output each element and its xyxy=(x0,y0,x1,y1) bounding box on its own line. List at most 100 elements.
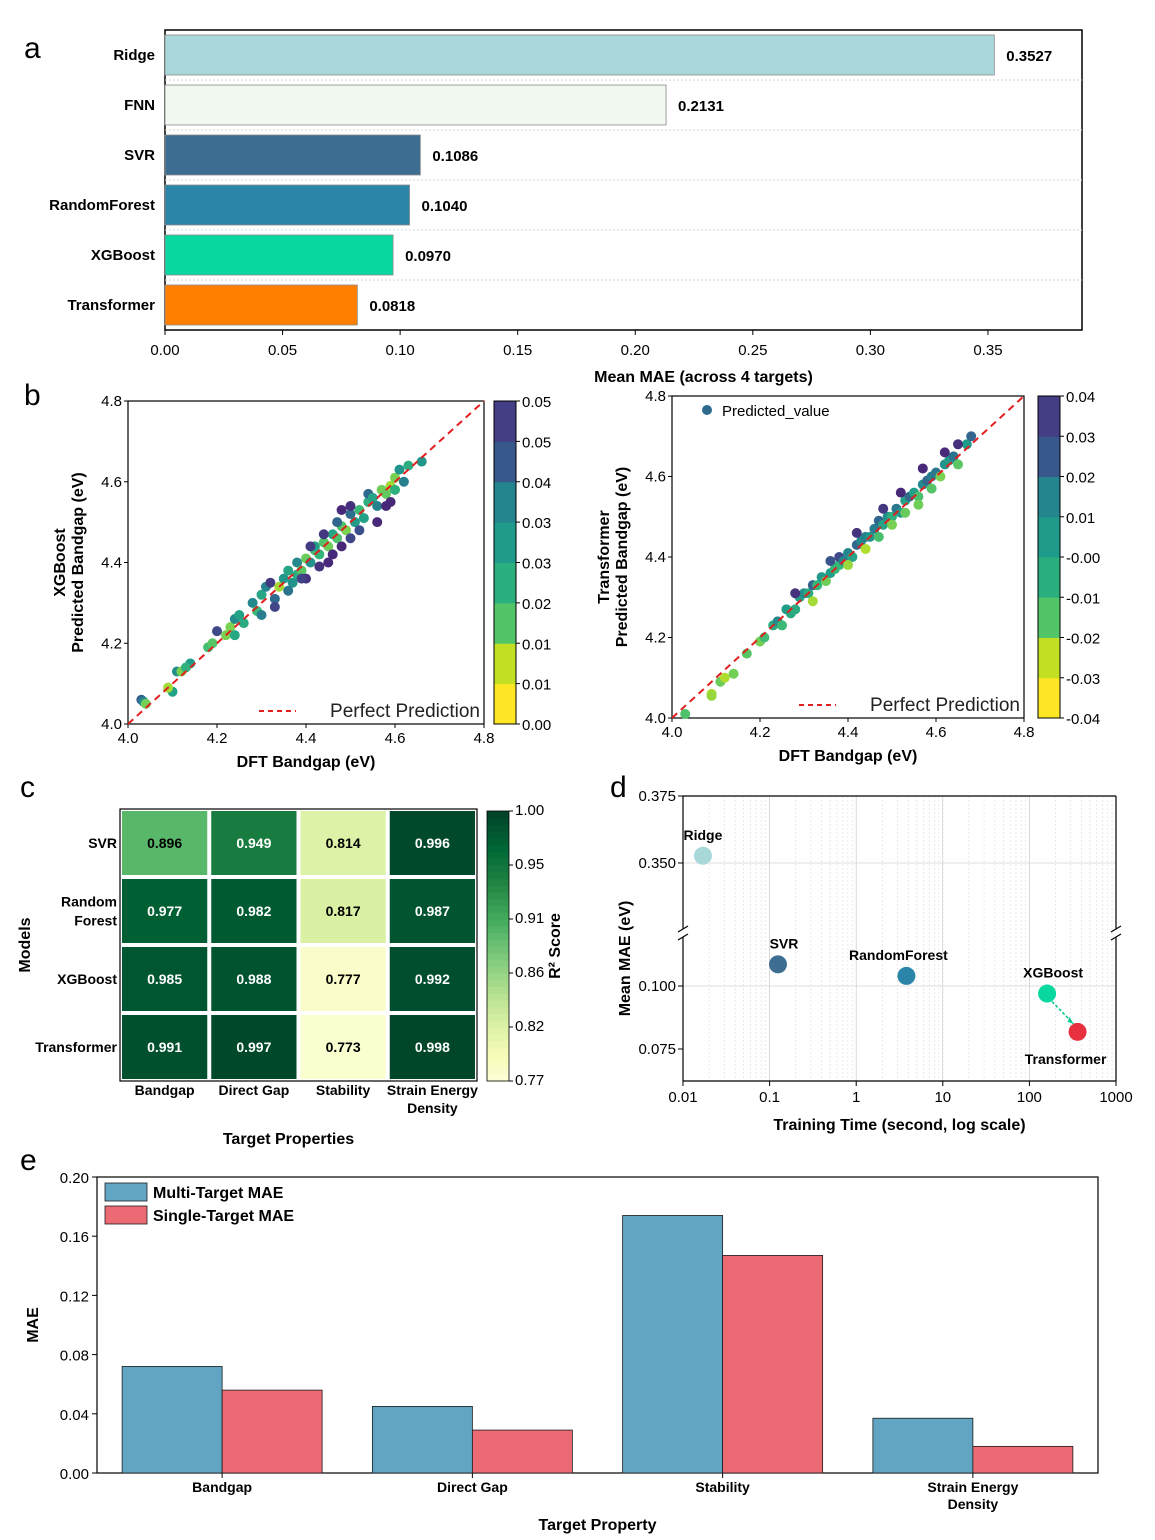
colorbar-tick-label: -0.01 xyxy=(1066,590,1100,607)
improvement-arrowhead xyxy=(1067,1016,1074,1024)
colorbar-tick-label: 0.01 xyxy=(522,636,551,653)
y-tick-label: 0.350 xyxy=(638,855,676,872)
bar xyxy=(872,1417,974,1474)
x-tick-label: 0.15 xyxy=(503,342,532,359)
colorbar-tick-label: -0.04 xyxy=(1066,711,1100,728)
scatter-point xyxy=(390,484,400,495)
bar xyxy=(622,1215,724,1474)
colorbar-band xyxy=(487,1060,509,1069)
colorbar-band xyxy=(1038,597,1060,638)
heatmap-cell xyxy=(300,811,386,875)
colorbar-tick-label: -0.02 xyxy=(1066,631,1100,648)
cell-value: 0.896 xyxy=(147,835,182,851)
colorbar-band xyxy=(487,892,509,900)
row-label: Forest xyxy=(74,913,117,929)
x-tick-label: 4.0 xyxy=(118,730,139,747)
scatter-point xyxy=(327,549,338,560)
category-label: Ridge xyxy=(113,47,155,64)
scatter-point xyxy=(336,505,347,516)
scatter-point xyxy=(913,499,924,510)
colorbar-band xyxy=(494,602,516,644)
colorbar-tick-label: 1.00 xyxy=(515,802,544,819)
colorbar-band xyxy=(487,952,509,961)
colorbar-band xyxy=(487,885,509,893)
column-label: Strain Energy xyxy=(387,1082,478,1098)
heatmap-cell xyxy=(211,1015,297,1079)
scatter-point xyxy=(790,588,801,599)
scatter-point xyxy=(900,507,911,518)
scatter-point xyxy=(807,596,818,607)
panel-d-time-vs-mae-scatter: 0.01 0.1 1 10 100 1000 0.375 0.350 0.100 0.075 Rid… xyxy=(617,788,1133,1134)
x-axis-label: Target Property xyxy=(539,1517,657,1534)
colorbar-band xyxy=(487,925,509,934)
column-label: Bandgap xyxy=(135,1082,195,1098)
colorbar-band xyxy=(1038,436,1060,477)
axis-break-mark xyxy=(1110,933,1122,941)
row-label: XGBoost xyxy=(57,971,117,987)
colorbar-band xyxy=(494,562,516,604)
x-tick-label: 0.05 xyxy=(268,342,297,359)
colorbar-band xyxy=(487,966,509,974)
colorbar-band xyxy=(487,946,509,954)
scatter-point xyxy=(381,488,392,499)
scatter-point xyxy=(728,668,739,679)
x-tick-label: 0.1 xyxy=(759,1089,780,1106)
scatter-point xyxy=(229,630,240,641)
colorbar-band xyxy=(1038,516,1060,558)
panel-letter: c xyxy=(20,771,35,804)
colorbar-band xyxy=(487,1067,509,1075)
scatter-point xyxy=(345,533,356,544)
y-tick-label: 4.2 xyxy=(101,635,122,652)
category-label: Bandgap xyxy=(192,1479,252,1495)
scatter-point xyxy=(358,513,369,524)
colorbar-tick-label: 0.00 xyxy=(522,717,551,734)
scatter-point xyxy=(367,492,378,503)
value-label: 0.2131 xyxy=(678,98,724,115)
x-tick-label: 0.10 xyxy=(386,342,415,359)
panel-letters: a b c d e xyxy=(20,32,627,1177)
category-label: SVR xyxy=(124,147,155,164)
heatmap-cell xyxy=(122,811,208,875)
colorbar-band xyxy=(487,1074,509,1082)
value-label: 0.1086 xyxy=(432,148,478,165)
cell-value: 0.997 xyxy=(236,1039,271,1055)
colorbar-tick-label: 0.01 xyxy=(522,677,551,694)
bar xyxy=(371,1406,473,1474)
scatter-point xyxy=(372,500,383,511)
colorbar-band xyxy=(487,1033,509,1042)
value-label: 0.1040 xyxy=(422,198,468,215)
heatmap-cell xyxy=(211,947,297,1011)
colorbar-band xyxy=(1038,637,1060,679)
scatter-point xyxy=(719,672,730,683)
scatter-point xyxy=(234,609,245,620)
y-tick-label: 4.4 xyxy=(645,549,666,566)
scatter-point xyxy=(873,531,884,542)
scatter-point xyxy=(693,846,712,865)
scatter-point xyxy=(416,456,427,467)
heatmap-cell xyxy=(122,879,208,943)
colorbar-band xyxy=(487,878,509,886)
heatmap-cell xyxy=(300,1015,386,1079)
colorbar-band xyxy=(1038,557,1060,598)
bar xyxy=(471,1429,573,1474)
colorbar-tick-label: 0.05 xyxy=(522,394,551,411)
bar xyxy=(164,234,394,276)
colorbar-tick-label: 0.02 xyxy=(522,596,551,613)
scatter-point xyxy=(336,541,347,552)
category-label: FNN xyxy=(124,97,155,114)
scatter-point xyxy=(403,460,414,471)
colorbar-band xyxy=(487,871,509,880)
colorbar-tick-label: 0.02 xyxy=(1066,470,1095,487)
y-tick-label: 0.100 xyxy=(638,978,676,995)
colorbar-band xyxy=(494,481,516,523)
colorbar-band xyxy=(487,817,509,826)
x-tick-label: 4.2 xyxy=(750,724,771,741)
colorbar-band xyxy=(487,993,509,1001)
colorbar-band xyxy=(494,643,516,685)
colorbar-tick-label: -0.03 xyxy=(1066,671,1100,688)
colorbar-band xyxy=(1038,396,1060,437)
colorbar-tick-label: 0.04 xyxy=(522,475,551,492)
y-axis-label: MAE xyxy=(25,1307,42,1343)
colorbar-band xyxy=(494,441,516,483)
scatter-point xyxy=(680,708,691,719)
